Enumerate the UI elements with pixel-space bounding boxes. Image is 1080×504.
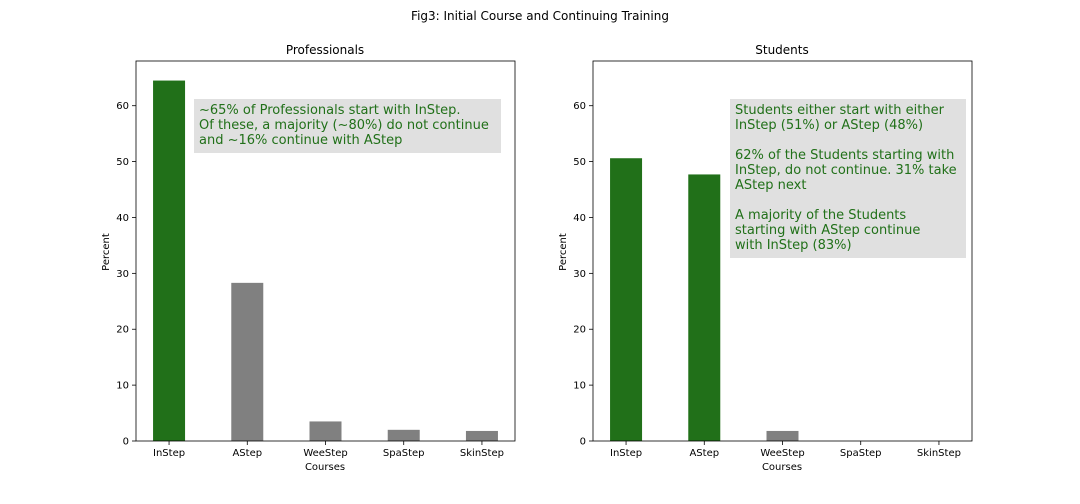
bar-astep bbox=[688, 174, 721, 442]
annotation-line: AStep next bbox=[735, 178, 806, 193]
annotation-line: InStep, do not continue. 31% take bbox=[735, 163, 957, 178]
bar-weestep bbox=[766, 430, 799, 441]
y-tick-label: 60 bbox=[573, 101, 586, 112]
bar-instep bbox=[153, 80, 186, 441]
annotation-line: A majority of the Students bbox=[735, 208, 906, 223]
y-tick-label: 20 bbox=[573, 325, 586, 336]
figure-title: Fig3: Initial Course and Continuing Trai… bbox=[411, 9, 669, 23]
bar-weestep bbox=[309, 421, 342, 441]
x-tick-label: WeeStep bbox=[303, 448, 347, 459]
x-tick-label: SpaStep bbox=[383, 448, 425, 459]
x-tick-label: SkinStep bbox=[460, 448, 504, 459]
bar-spastep bbox=[387, 429, 420, 441]
x-tick-label: AStep bbox=[232, 448, 262, 459]
y-tick-label: 40 bbox=[573, 213, 586, 224]
bar-instep bbox=[610, 158, 643, 441]
x-tick-label: WeeStep bbox=[760, 448, 804, 459]
annotation-line: Students either start with either bbox=[735, 103, 945, 118]
y-tick-label: 0 bbox=[580, 437, 586, 448]
y-tick-label: 60 bbox=[116, 101, 129, 112]
annotation-line: with InStep (83%) bbox=[735, 238, 852, 253]
y-tick-label: 10 bbox=[116, 381, 129, 392]
bar-astep bbox=[231, 282, 264, 441]
y-axis-label: Percent bbox=[101, 233, 112, 271]
chart-title: Students bbox=[755, 43, 809, 57]
y-tick-label: 30 bbox=[116, 269, 129, 280]
y-tick-label: 20 bbox=[116, 325, 129, 336]
bar-skinstep bbox=[465, 430, 498, 441]
y-tick-label: 30 bbox=[573, 269, 586, 280]
y-tick-label: 10 bbox=[573, 381, 586, 392]
y-tick-label: 0 bbox=[123, 437, 129, 448]
annotation-line: Of these, a majority (~80%) do not conti… bbox=[199, 118, 489, 133]
y-tick-label: 50 bbox=[573, 157, 586, 168]
x-tick-label: InStep bbox=[610, 448, 642, 459]
annotation-line: ~65% of Professionals start with InStep. bbox=[199, 103, 461, 118]
x-axis-label: Courses bbox=[762, 462, 802, 473]
x-tick-label: AStep bbox=[689, 448, 719, 459]
annotation-line: starting with AStep continue bbox=[735, 223, 920, 238]
chart-students: Students Courses Percent 0 10 20 30 40 50 60 In… bbox=[558, 43, 973, 473]
x-axis-label: Courses bbox=[305, 462, 345, 473]
annotation-line: InStep (51%) or AStep (48%) bbox=[735, 118, 923, 133]
chart-professionals: Professionals Courses Percent 0 10 20 30 40 5… bbox=[101, 43, 516, 473]
x-tick-label: InStep bbox=[153, 448, 185, 459]
x-tick-label: SpaStep bbox=[840, 448, 882, 459]
y-axis-label: Percent bbox=[558, 233, 569, 271]
annotation-box bbox=[730, 99, 966, 258]
y-tick-label: 40 bbox=[116, 213, 129, 224]
annotation-line: 62% of the Students starting with bbox=[735, 148, 954, 163]
annotation-line: and ~16% continue with AStep bbox=[199, 133, 402, 148]
y-tick-label: 50 bbox=[116, 157, 129, 168]
chart-title: Professionals bbox=[286, 43, 364, 57]
annotation-box bbox=[194, 99, 501, 153]
x-tick-label: SkinStep bbox=[917, 448, 961, 459]
